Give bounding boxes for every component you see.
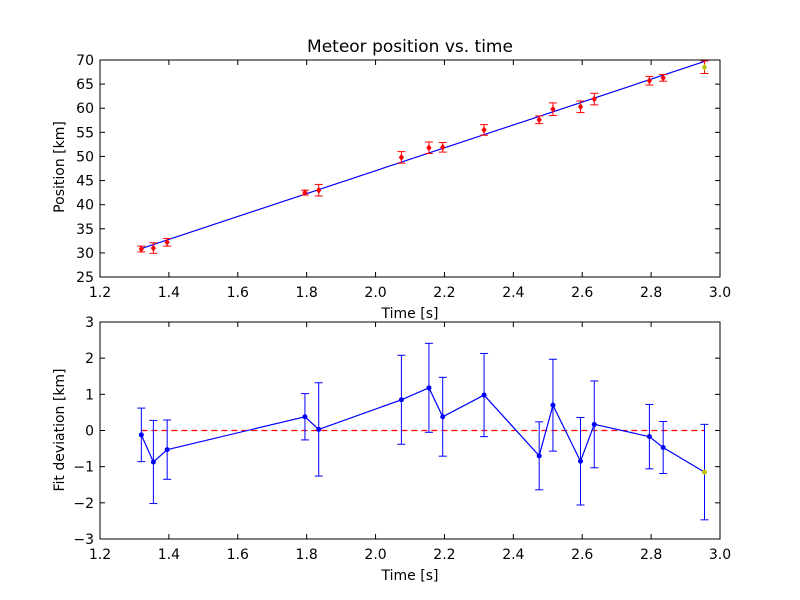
position-ytick-label: 40 bbox=[76, 198, 94, 214]
position-xtick-label: 2.4 bbox=[502, 285, 524, 301]
position-fit-line-group bbox=[141, 60, 705, 250]
position-point bbox=[701, 63, 708, 71]
position-points bbox=[138, 63, 708, 253]
deviation-ytick-label: 3 bbox=[85, 315, 94, 331]
position-ytick-label: 55 bbox=[76, 125, 94, 141]
deviation-plot: Time [s] Fit deviation [km] 1.2 1.4 1.6 1.8… bbox=[52, 315, 731, 584]
deviation-point bbox=[660, 444, 666, 450]
deviation-plot-ylabel: Fit deviation [km] bbox=[52, 368, 68, 491]
deviation-ytick-label: 2 bbox=[85, 351, 94, 367]
deviation-ytick-label: −1 bbox=[73, 460, 94, 476]
position-xtick-label: 1.8 bbox=[296, 285, 318, 301]
position-ytick-label: 30 bbox=[76, 246, 94, 262]
position-point bbox=[164, 238, 170, 246]
position-point bbox=[150, 244, 156, 252]
deviation-ytick-label: 1 bbox=[85, 387, 94, 403]
deviation-point bbox=[316, 426, 322, 432]
position-point bbox=[591, 95, 597, 103]
position-point bbox=[316, 186, 322, 194]
deviation-point bbox=[302, 414, 308, 420]
position-ytick-label: 65 bbox=[76, 77, 94, 93]
deviation-point bbox=[440, 414, 446, 420]
deviation-point bbox=[536, 453, 542, 459]
position-xtick-label: 1.4 bbox=[158, 285, 180, 301]
position-plot-xlabel: Time [s] bbox=[381, 306, 439, 322]
position-ytick-label: 70 bbox=[76, 53, 94, 69]
position-plot-ticks: 1.2 1.4 1.6 1.8 2.0 2.2 2.4 2.6 2.8 3.0 25 30 35 40 45… bbox=[76, 53, 731, 301]
position-point bbox=[426, 144, 432, 152]
deviation-xtick-label: 2.4 bbox=[502, 547, 524, 563]
position-xtick-label: 2.8 bbox=[640, 285, 662, 301]
position-plot-ylabel: Position [km] bbox=[52, 121, 68, 213]
deviation-point bbox=[426, 385, 432, 391]
deviation-ytick-label: 0 bbox=[85, 424, 94, 440]
position-point bbox=[440, 143, 446, 151]
position-point bbox=[536, 116, 542, 124]
position-xtick-label: 2.0 bbox=[364, 285, 386, 301]
deviation-points bbox=[138, 385, 707, 475]
deviation-xtick-label: 2.8 bbox=[640, 547, 662, 563]
deviation-plot-ticks: 1.2 1.4 1.6 1.8 2.0 2.2 2.4 2.6 2.8 3.0 −3 −2 −1 0 1 2 3 bbox=[73, 315, 731, 563]
position-point bbox=[302, 189, 308, 197]
position-plot: Meteor position vs. time Time [s] Positi… bbox=[52, 37, 731, 322]
position-ytick-label: 45 bbox=[76, 174, 94, 190]
position-point bbox=[577, 103, 584, 111]
deviation-xtick-label: 1.2 bbox=[89, 547, 111, 563]
deviation-point bbox=[702, 469, 707, 475]
deviation-point bbox=[164, 447, 170, 453]
deviation-point bbox=[591, 421, 597, 427]
position-ytick-label: 35 bbox=[76, 222, 94, 238]
position-ytick-label: 60 bbox=[76, 101, 94, 117]
position-point bbox=[138, 245, 144, 253]
position-xtick-label: 2.6 bbox=[571, 285, 593, 301]
deviation-point bbox=[398, 397, 404, 403]
deviation-xtick-label: 2.0 bbox=[364, 547, 386, 563]
deviation-point bbox=[138, 432, 144, 438]
deviation-xtick-label: 1.6 bbox=[227, 547, 249, 563]
position-point bbox=[398, 153, 404, 161]
deviation-ytick-label: −3 bbox=[73, 532, 94, 548]
position-point bbox=[660, 74, 666, 82]
position-point bbox=[550, 105, 556, 113]
position-ytick-label: 25 bbox=[76, 270, 94, 286]
deviation-ytick-label: −2 bbox=[73, 496, 94, 512]
position-xtick-label: 3.0 bbox=[709, 285, 731, 301]
deviation-point bbox=[578, 458, 583, 464]
deviation-xtick-label: 2.6 bbox=[571, 547, 593, 563]
deviation-plot-xlabel: Time [s] bbox=[381, 568, 439, 584]
deviation-xtick-label: 1.4 bbox=[158, 547, 180, 563]
deviation-point bbox=[550, 402, 556, 408]
deviation-xtick-label: 3.0 bbox=[709, 547, 731, 563]
position-point bbox=[481, 126, 487, 134]
deviation-line bbox=[140, 387, 705, 473]
deviation-line-group bbox=[140, 387, 705, 473]
position-xtick-label: 1.6 bbox=[227, 285, 249, 301]
position-xtick-label: 1.2 bbox=[89, 285, 111, 301]
position-ytick-label: 50 bbox=[76, 149, 94, 165]
deviation-point bbox=[481, 392, 487, 398]
position-fit-line bbox=[141, 60, 705, 250]
position-plot-frame bbox=[99, 59, 721, 278]
deviation-point bbox=[646, 434, 652, 440]
position-plot-title: Meteor position vs. time bbox=[307, 37, 513, 57]
deviation-point bbox=[150, 459, 156, 465]
deviation-xtick-label: 2.2 bbox=[433, 547, 455, 563]
position-xtick-label: 2.2 bbox=[433, 285, 455, 301]
deviation-xtick-label: 1.8 bbox=[296, 547, 318, 563]
position-point bbox=[646, 77, 652, 85]
